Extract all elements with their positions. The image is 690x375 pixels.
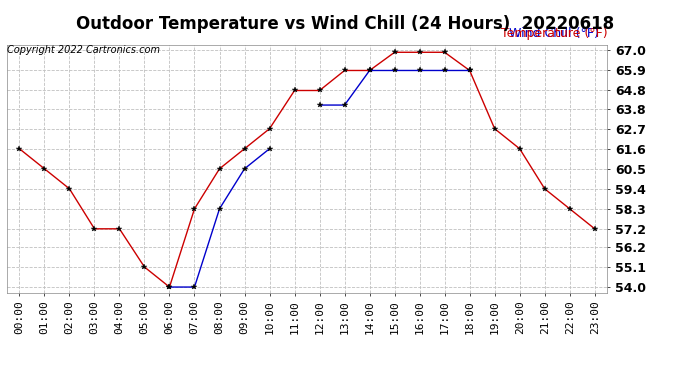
Text: Outdoor Temperature vs Wind Chill (24 Hours)  20220618: Outdoor Temperature vs Wind Chill (24 Ho…: [76, 15, 614, 33]
Text: Temperature (°F): Temperature (°F): [500, 27, 607, 40]
Text: Copyright 2022 Cartronics.com: Copyright 2022 Cartronics.com: [7, 45, 160, 55]
Text: Wind Chill (°F): Wind Chill (°F): [509, 27, 607, 40]
